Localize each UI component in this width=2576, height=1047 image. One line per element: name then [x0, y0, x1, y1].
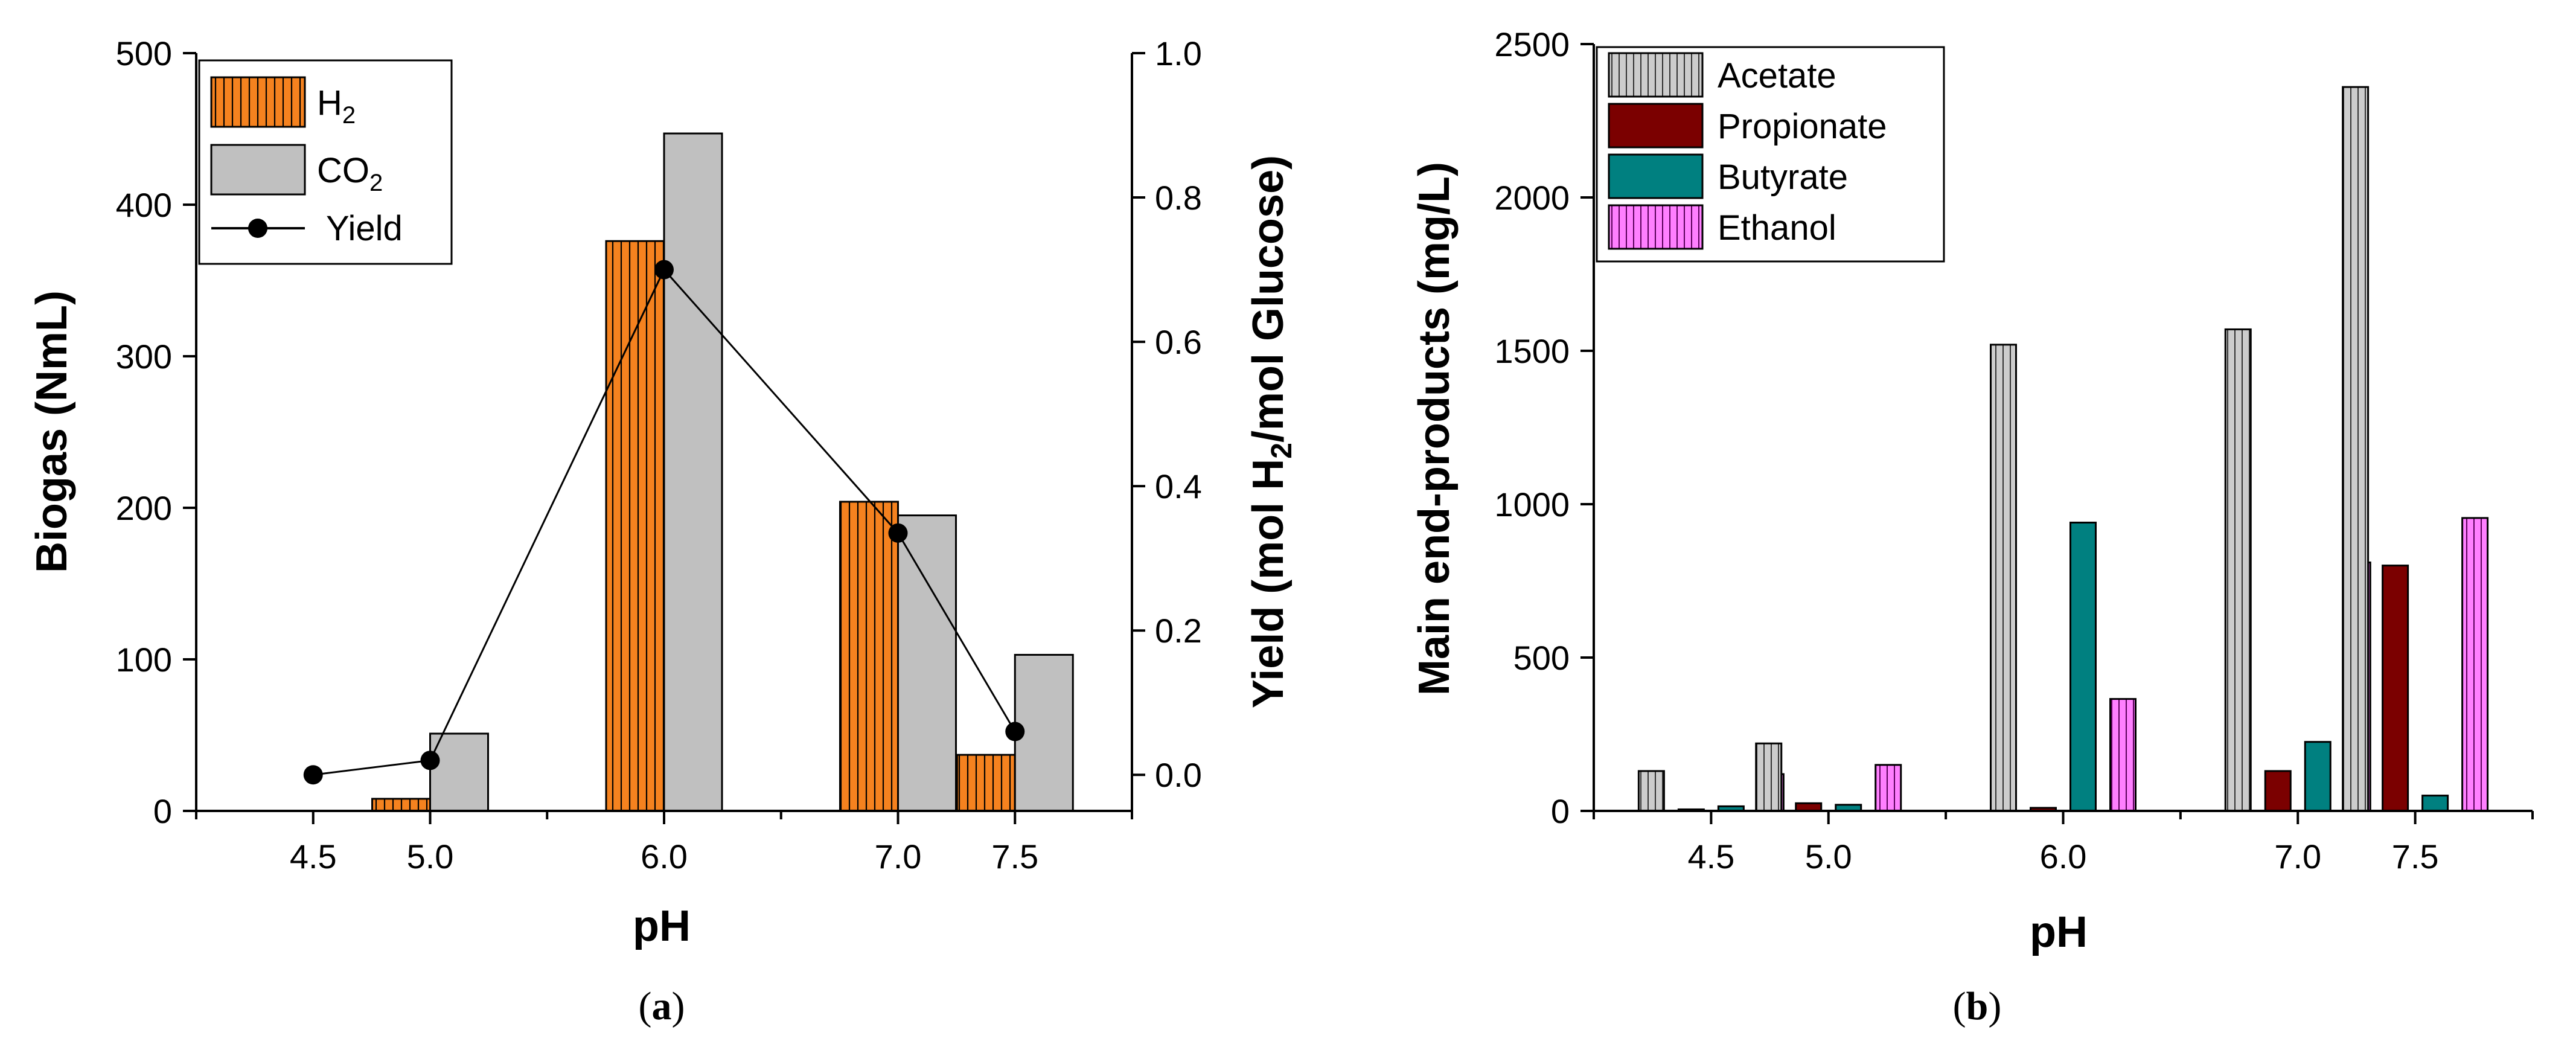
bar-propionate-ph-7.0 — [2264, 770, 2292, 812]
legend-ethanol-swatch — [1608, 204, 1704, 250]
panel-b-y-tick-label: 1000 — [1494, 485, 1570, 524]
bar-ethanol-ph-5.0 — [1874, 764, 1902, 812]
panel-a-caption: (a) — [639, 984, 685, 1028]
legend-ethanol-label: Ethanol — [1718, 208, 1836, 248]
legend-h2-swatch — [210, 76, 306, 128]
bar-ethanol-ph-6.0 — [2109, 698, 2137, 812]
bar-co2-ph-6.0 — [663, 132, 723, 812]
panel-b-x-tick-label: 6.0 — [2040, 837, 2087, 876]
panel-a-x-tick-label: 5.0 — [407, 837, 454, 876]
bar-butyrate-ph-6.0 — [2069, 521, 2097, 812]
legend-co2-swatch — [210, 144, 306, 196]
panel-a-legend: H2 CO2 Yield — [198, 59, 453, 265]
legend-butyrate-label: Butyrate — [1718, 158, 1848, 197]
panel-a-x-tick-label: 6.0 — [641, 837, 688, 876]
legend-propionate-label: Propionate — [1718, 107, 1887, 146]
panel-a-x-tick-label: 4.5 — [290, 837, 337, 876]
panel-a-yield-series — [303, 260, 1025, 785]
legend-propionate-swatch — [1608, 103, 1704, 149]
yield-point-ph-7.5 — [1005, 722, 1025, 741]
panel-a-y2-tick-label: 1.0 — [1155, 34, 1202, 72]
panel-b-y-tick-label: 1500 — [1494, 332, 1570, 370]
bar-butyrate-ph-7.5 — [2421, 795, 2449, 812]
legend-butyrate-swatch — [1608, 153, 1704, 199]
panel-a-y-tick-label: 200 — [116, 489, 172, 527]
bar-co2-ph-7.0 — [897, 514, 957, 812]
bar-propionate-ph-7.5 — [2382, 565, 2409, 812]
panel-a-ticks: 0 100 200 300 400 500 0.0 0.2 0.4 0.6 0.8 1.0 4.5 5.0… — [116, 34, 1202, 876]
panel-a-y-tick-label: 400 — [116, 186, 172, 224]
panel-a-y-axis-title: Biogas (NmL) — [28, 290, 76, 573]
panel-b-y-tick-label: 2000 — [1494, 179, 1570, 217]
panel-b-y-axis-title: Main end-products (mg/L) — [1410, 162, 1459, 696]
panel-b-y-tick-label: 2500 — [1494, 25, 1570, 63]
panel-a-y-tick-label: 500 — [116, 34, 172, 72]
panel-a-y2-axis-title: Yield (mol H2/mol Glucose) — [1244, 155, 1298, 708]
panel-a-y2-tick-label: 0.2 — [1155, 612, 1202, 650]
panel-a-y2-tick-label: 0.4 — [1155, 467, 1202, 505]
panel-a-y-tick-label: 300 — [116, 338, 172, 376]
bar-acetate-ph-4.5 — [1637, 770, 1665, 812]
panel-a-chart: 0 100 200 300 400 500 0.0 0.2 0.4 0.6 0.8 1.0 4.5 5.0… — [28, 34, 1298, 1028]
panel-a-bars — [371, 132, 1074, 812]
panel-a-x-tick-label: 7.5 — [991, 837, 1038, 876]
yield-point-ph-4.5 — [303, 765, 323, 785]
panel-a-x-axis-title: pH — [633, 902, 691, 950]
legend-co2-label: CO2 — [317, 151, 383, 196]
panel-b-x-tick-label: 7.0 — [2274, 837, 2321, 876]
bar-acetate-ph-7.5 — [2342, 86, 2370, 812]
panel-a-y2-tick-label: 0.0 — [1155, 756, 1202, 794]
legend-acetate-label: Acetate — [1718, 56, 1836, 95]
legend-acetate-swatch — [1608, 52, 1704, 98]
panel-b-x-axis-title: pH — [2030, 908, 2088, 956]
yield-point-ph-6.0 — [654, 260, 674, 280]
bar-butyrate-ph-7.0 — [2304, 741, 2332, 812]
panel-b-chart: 0 500 1000 1500 2000 2500 4.5 5.0 6.0 7.0 7.5 Acet… — [1410, 25, 2534, 1028]
legend-h2-label: H2 — [317, 83, 356, 129]
legend-yield-marker — [248, 219, 267, 238]
yield-point-ph-5.0 — [420, 751, 440, 770]
panel-a-y-tick-label: 100 — [116, 641, 172, 679]
panel-a-y2-tick-label: 0.8 — [1155, 179, 1202, 217]
panel-b-ticks: 0 500 1000 1500 2000 2500 4.5 5.0 6.0 7.0 7.5 — [1494, 25, 2534, 876]
bar-co2-ph-5.0 — [429, 732, 489, 812]
legend-yield-label: Yield — [326, 209, 403, 248]
bar-acetate-ph-5.0 — [1755, 742, 1783, 812]
bar-ethanol-ph-7.5 — [2461, 517, 2489, 812]
yield-point-ph-7.0 — [888, 523, 908, 543]
bar-co2-ph-7.5 — [1014, 653, 1074, 812]
panel-b-x-tick-label: 4.5 — [1687, 837, 1734, 876]
panel-b-y-tick-label: 0 — [1551, 792, 1570, 830]
panel-b-x-tick-label: 5.0 — [1805, 837, 1852, 876]
panel-b-x-tick-label: 7.5 — [2392, 837, 2439, 876]
panel-b-legend: Acetate Propionate Butyrate Ethanol — [1596, 46, 1945, 263]
bar-acetate-ph-7.0 — [2224, 328, 2252, 812]
panel-a-x-tick-label: 7.0 — [875, 837, 922, 876]
bar-h2-ph-7.0 — [839, 501, 899, 812]
bar-h2-ph-6.0 — [605, 240, 665, 812]
panel-b-y-tick-label: 500 — [1513, 639, 1570, 677]
bar-h2-ph-7.5 — [956, 754, 1016, 812]
panel-b-caption: (b) — [1953, 984, 2002, 1028]
bar-acetate-ph-6.0 — [1990, 344, 2017, 812]
panel-a-y2-tick-label: 0.6 — [1155, 323, 1202, 361]
bar-h2-ph-5.0 — [371, 798, 431, 812]
panel-a-y-tick-label: 0 — [153, 792, 172, 830]
